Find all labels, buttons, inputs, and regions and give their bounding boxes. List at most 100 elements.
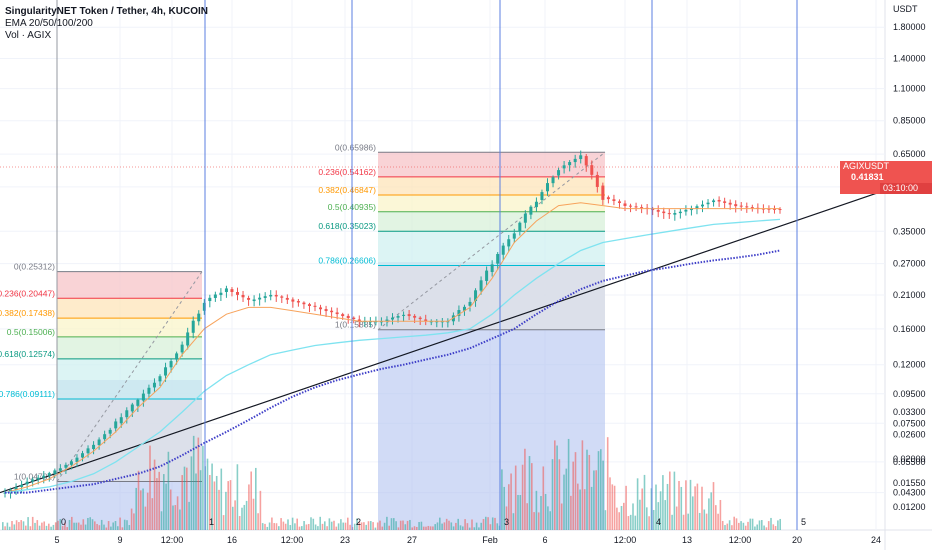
candle-body <box>241 294 245 298</box>
volume-bar <box>703 509 706 530</box>
y-tick-label: 0.21000 <box>893 290 926 300</box>
volume-bar <box>657 502 660 530</box>
price-axis[interactable]: USDT 1.80000 1.40000 1.10000 0.85000 0.65000 0… <box>893 4 926 512</box>
candle-body <box>69 461 73 465</box>
volume-bar <box>356 518 358 530</box>
volume-bar <box>756 524 758 530</box>
volume-bar <box>744 525 747 530</box>
x-tick-label: 24 <box>871 535 881 545</box>
volume-bar <box>606 437 609 530</box>
volume-bar <box>611 484 614 530</box>
volume-bar <box>112 522 114 530</box>
volume-bar <box>301 526 303 530</box>
candle-body <box>745 206 749 208</box>
volume-bar <box>103 524 105 530</box>
volume-bar <box>531 463 533 530</box>
volume-bar <box>126 520 128 530</box>
candle-body <box>335 312 339 315</box>
volume-bar <box>698 512 701 530</box>
volume-bar <box>455 522 457 530</box>
vertical-marker-label: 4 <box>656 517 661 527</box>
volume-bar <box>597 451 600 530</box>
volume-bar <box>34 522 36 530</box>
ema-line <box>4 218 781 494</box>
volume-bar <box>501 469 503 530</box>
candle-body <box>407 314 411 317</box>
y-tick-label: 0.12000 <box>893 360 926 370</box>
volume-bar <box>227 481 229 530</box>
volume-bar <box>2 522 4 530</box>
fib-right-zone <box>378 194 605 212</box>
volume-bar <box>549 511 551 530</box>
x-tick-label: 13 <box>682 535 692 545</box>
volume-bar <box>751 518 754 530</box>
volume-bar <box>425 526 427 530</box>
candle-body <box>47 473 51 476</box>
candle-body <box>291 299 295 302</box>
candlesticks <box>3 150 782 499</box>
volume-bar <box>462 526 464 530</box>
y-tick-label: 1.80000 <box>893 22 926 32</box>
volume-bar <box>724 525 726 530</box>
volume-bar <box>406 520 409 530</box>
volume-bar <box>429 526 432 530</box>
volume-bar <box>234 500 236 530</box>
volume-bar <box>588 454 591 530</box>
vertical-marker-label: 5 <box>801 517 806 527</box>
volume-bar <box>503 486 505 530</box>
volume-bar <box>133 513 135 530</box>
volume-bar <box>183 466 186 530</box>
volume-bar <box>59 519 62 530</box>
candle-body <box>108 429 112 434</box>
volume-bar <box>512 513 515 530</box>
volume-bar <box>280 518 282 530</box>
volume-bar <box>137 470 140 530</box>
volume-bar <box>335 526 338 530</box>
volume-bar <box>685 480 687 530</box>
axis-currency-label: USDT <box>893 4 918 14</box>
volume-bar <box>367 521 370 530</box>
ema-line <box>4 202 780 494</box>
time-axis[interactable]: 5 9 12:00 16 12:00 23 27 Feb 6 12:00 13 12:00 20 24 <box>54 535 881 545</box>
volume-bar <box>565 468 568 530</box>
x-tick-label: 9 <box>117 535 122 545</box>
volume-bar <box>91 519 94 530</box>
volume-bar <box>609 477 611 530</box>
volume-bar <box>107 521 110 530</box>
candle-body <box>634 206 638 208</box>
volume-bar <box>153 459 156 530</box>
x-tick-label: 27 <box>407 535 417 545</box>
volume-bar <box>427 525 430 530</box>
volume-bar <box>360 522 363 530</box>
candle-body <box>673 213 677 215</box>
volume-bar <box>13 524 16 530</box>
y-tick-label: 0.85000 <box>893 116 926 126</box>
volume-bar <box>749 518 752 530</box>
candle-body <box>119 417 123 424</box>
volume-bar <box>480 522 482 530</box>
volume-bar <box>666 483 669 530</box>
volume-bar <box>705 513 708 530</box>
volume-bar <box>167 451 170 530</box>
vertical-marker-label: 0 <box>61 517 66 527</box>
candle-body <box>474 290 478 302</box>
volume-bar <box>36 520 39 530</box>
volume-bar <box>395 521 397 530</box>
candle-body <box>551 177 555 184</box>
volume-bar <box>567 438 570 530</box>
volume-bar <box>560 503 563 530</box>
fib-left-level-label: 0.382(0.17438) <box>0 308 55 318</box>
volume-bar <box>365 524 367 530</box>
candle-body <box>141 393 145 401</box>
volume-bar <box>664 500 666 530</box>
volume-bar <box>172 505 174 530</box>
volume-bar <box>765 527 768 530</box>
candle-body <box>164 367 168 376</box>
volume-bar <box>625 485 627 530</box>
volume-bar <box>22 521 25 530</box>
y-tick-label: 0.07500 <box>893 418 926 428</box>
volume-bar <box>416 526 418 530</box>
volume-bar <box>533 512 535 530</box>
volume-bar <box>98 525 101 530</box>
